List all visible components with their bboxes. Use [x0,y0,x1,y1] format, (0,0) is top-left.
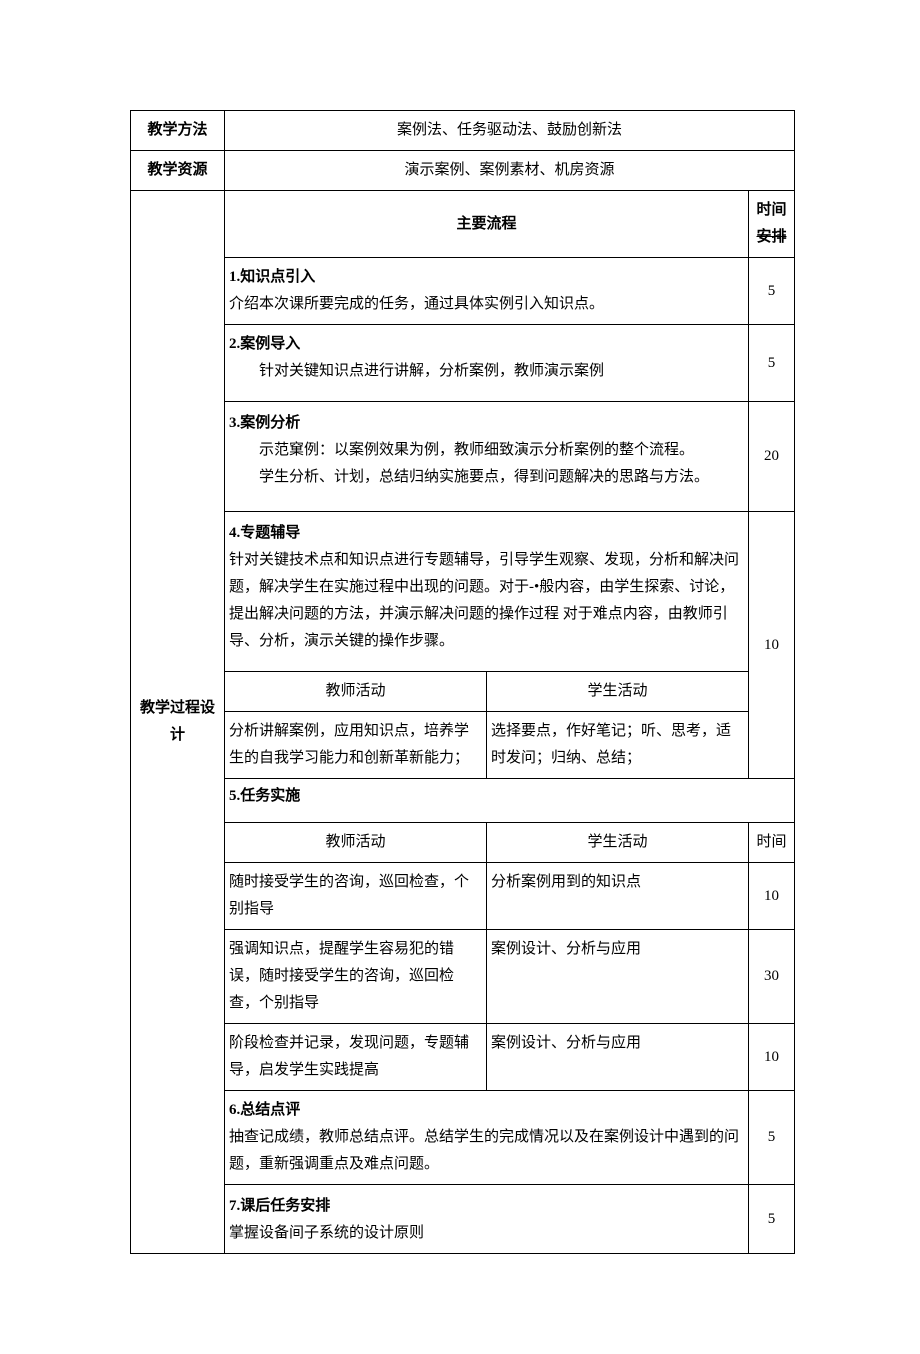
step2-body: 针对关键知识点进行讲解，分析案例，教师演示案例 [229,358,744,385]
teacher-header-1: 教师活动 [225,672,487,712]
table-row: 教学方法 案例法、任务驱动法、鼓励创新法 [131,111,795,151]
step1-time: 5 [748,258,794,325]
resource-value: 演示案例、案例素材、机房资源 [225,151,795,191]
step6-title: 6.总结点评 [229,1102,300,1118]
table-row: 3.案例分析 示范窠例：以案例效果为例，教师细致演示分析案例的整个流程。 学生分… [131,402,795,512]
step4-title: 4.专题辅导 [229,525,300,541]
table-row: 随时接受学生的咨询，巡回检查，个别指导 分析案例用到的知识点 10 [131,863,795,930]
step6-body: 抽查记成绩，教师总结点评。总结学生的完成情况以及在案例设计中遇到的问题，重新强调… [229,1129,739,1172]
method-label: 教学方法 [131,111,225,151]
step5-title: 5.任务实施 [229,788,300,804]
table-row: 阶段检查并记录，发现问题，专题辅导，启发学生实践提高 案例设计、分析与应用 10 [131,1024,795,1091]
time-header-line2: 安排 [756,229,786,245]
flow-header-row: 教学过程设计 主要流程 时间 安排 [131,191,795,258]
table-row: 6.总结点评 抽查记成绩，教师总结点评。总结学生的完成情况以及在案例设计中遇到的… [131,1091,795,1185]
step1-title: 1.知识点引入 [229,269,315,285]
step4-time: 10 [748,512,794,779]
s5r3-time: 10 [748,1024,794,1091]
table-row: 强调知识点，提醒学生容易犯的错误，随时接受学生的咨询，巡回检查，个别指导 案例设… [131,930,795,1024]
s5r1-teacher: 随时接受学生的咨询，巡回检查，个别指导 [225,863,487,930]
process-label: 教学过程设计 [131,191,225,1254]
step4-body: 针对关键技术点和知识点进行专题辅导，引导学生观察、发现，分析和解决问题，解决学生… [229,552,739,649]
step6-time: 5 [748,1091,794,1185]
step2-title: 2.案例导入 [229,336,300,352]
step3-cell: 3.案例分析 示范窠例：以案例效果为例，教师细致演示分析案例的整个流程。 学生分… [225,402,749,512]
table-row: 教师活动 学生活动 时间 [131,823,795,863]
table-row: 1.知识点引入 介绍本次课所要完成的任务，通过具体实例引入知识点。 5 [131,258,795,325]
method-value: 案例法、任务驱动法、鼓励创新法 [225,111,795,151]
step1-body: 介绍本次课所要完成的任务，通过具体实例引入知识点。 [229,296,604,312]
s5r3-teacher: 阶段检查并记录，发现问题，专题辅导，启发学生实践提高 [225,1024,487,1091]
s5r1-student: 分析案例用到的知识点 [486,863,748,930]
time-header-line1: 时间 [756,202,786,218]
lesson-plan-table: 教学方法 案例法、任务驱动法、鼓励创新法 教学资源 演示案例、案例素材、机房资源… [130,110,795,1254]
table-row: 4.专题辅导 针对关键技术点和知识点进行专题辅导，引导学生观察、发现，分析和解决… [131,512,795,672]
student-header-2: 学生活动 [486,823,748,863]
table-row: 教师活动 学生活动 [131,672,795,712]
step3-title: 3.案例分析 [229,415,300,431]
step3-line2: 学生分析、计划，总结归纳实施要点，得到问题解决的思路与方法。 [229,464,744,491]
s5r2-time: 30 [748,930,794,1024]
time-header: 时间 安排 [748,191,794,258]
resource-label: 教学资源 [131,151,225,191]
step1-cell: 1.知识点引入 介绍本次课所要完成的任务，通过具体实例引入知识点。 [225,258,749,325]
student-header-1: 学生活动 [486,672,748,712]
step7-cell: 7.课后任务安排 掌握设备间子系统的设计原则 [225,1185,749,1254]
step7-body: 掌握设备间子系统的设计原则 [229,1225,424,1241]
step4-student: 选择要点，作好笔记；听、思考，适时发问；归纳、总结； [486,712,748,779]
table-row: 7.课后任务安排 掌握设备间子系统的设计原则 5 [131,1185,795,1254]
step4-teacher: 分析讲解案例，应用知识点，培养学生的自我学习能力和创新革新能力； [225,712,487,779]
time-header-2: 时间 [748,823,794,863]
step6-cell: 6.总结点评 抽查记成绩，教师总结点评。总结学生的完成情况以及在案例设计中遇到的… [225,1091,749,1185]
flow-header: 主要流程 [225,191,749,258]
s5r1-time: 10 [748,863,794,930]
s5r3-student: 案例设计、分析与应用 [486,1024,748,1091]
step5-title-cell: 5.任务实施 [225,779,795,823]
step2-time: 5 [748,325,794,402]
step7-title: 7.课后任务安排 [229,1198,330,1214]
s5r2-teacher: 强调知识点，提醒学生容易犯的错误，随时接受学生的咨询，巡回检查，个别指导 [225,930,487,1024]
step3-line1: 示范窠例：以案例效果为例，教师细致演示分析案例的整个流程。 [229,437,744,464]
table-row: 教学资源 演示案例、案例素材、机房资源 [131,151,795,191]
step7-time: 5 [748,1185,794,1254]
table-row: 2.案例导入 针对关键知识点进行讲解，分析案例，教师演示案例 5 [131,325,795,402]
step3-time: 20 [748,402,794,512]
s5r2-student: 案例设计、分析与应用 [486,930,748,1024]
table-row: 5.任务实施 [131,779,795,823]
step4-cell: 4.专题辅导 针对关键技术点和知识点进行专题辅导，引导学生观察、发现，分析和解决… [225,512,749,672]
teacher-header-2: 教师活动 [225,823,487,863]
step2-cell: 2.案例导入 针对关键知识点进行讲解，分析案例，教师演示案例 [225,325,749,402]
table-row: 分析讲解案例，应用知识点，培养学生的自我学习能力和创新革新能力； 选择要点，作好… [131,712,795,779]
